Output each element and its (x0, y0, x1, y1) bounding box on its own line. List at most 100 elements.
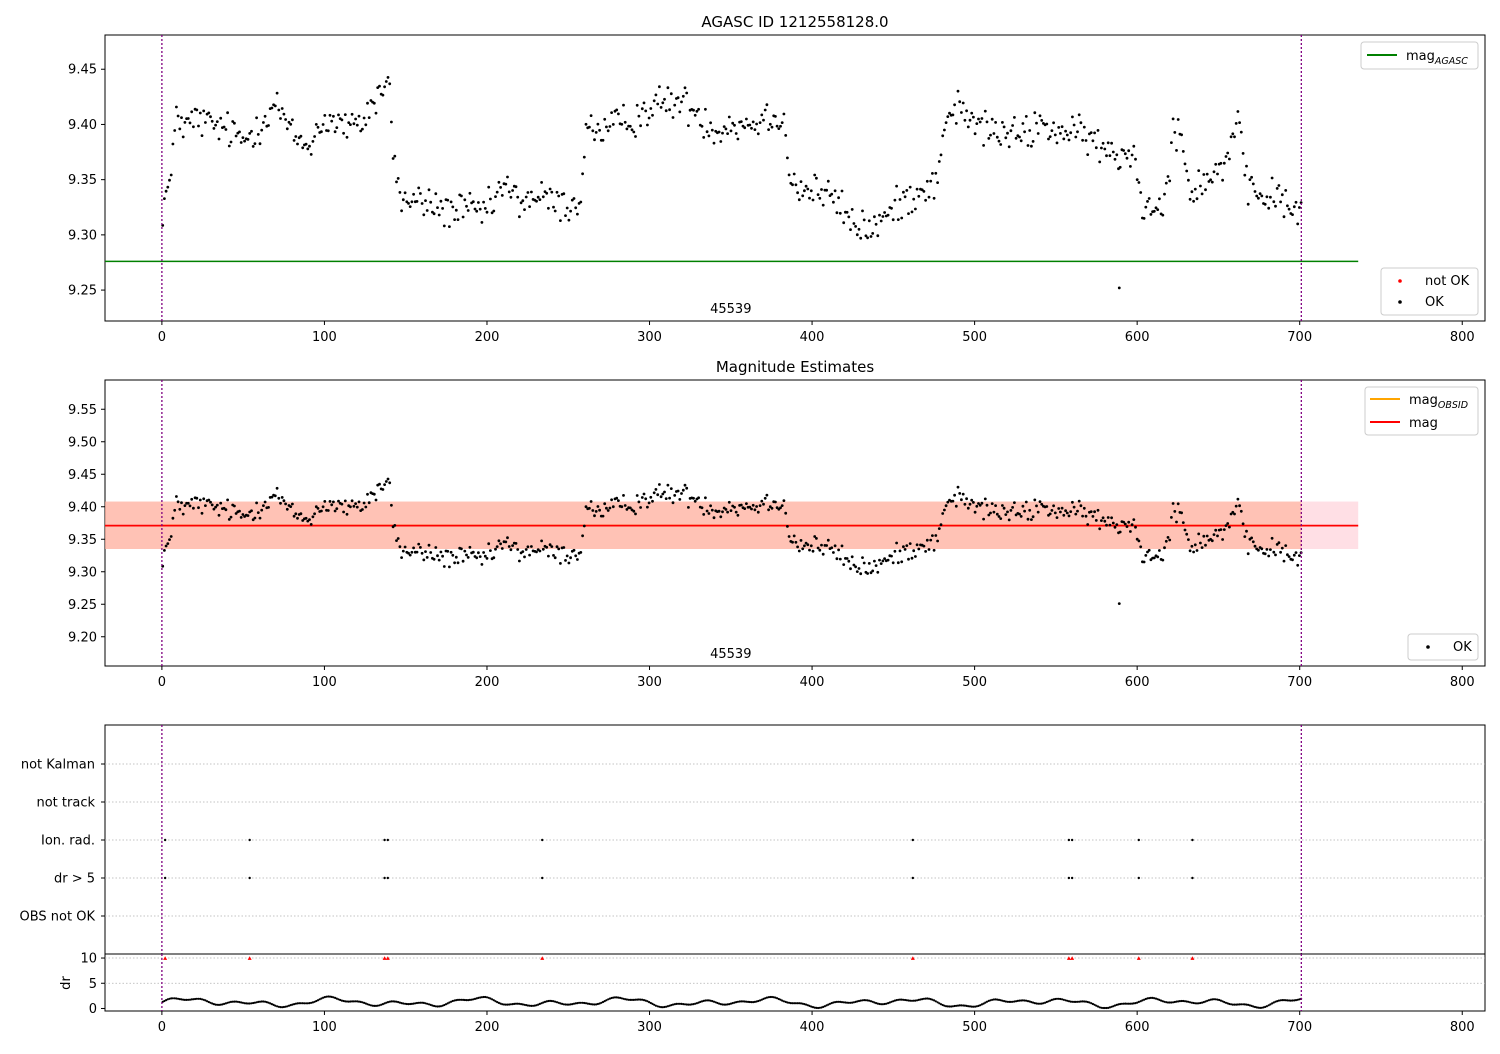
data-point (1057, 507, 1061, 510)
data-point (309, 523, 313, 526)
data-point (1048, 512, 1052, 516)
data-point (943, 508, 946, 512)
data-point (463, 198, 467, 202)
data-point (968, 118, 972, 122)
dr-point (404, 1002, 407, 1005)
dr-point (1020, 999, 1023, 1002)
dr-point (1185, 1000, 1188, 1003)
dr-point (514, 1002, 518, 1005)
data-point (1132, 144, 1136, 148)
data-point (412, 546, 415, 550)
data-point (806, 543, 810, 547)
dr-point (540, 1002, 543, 1005)
data-point (1267, 554, 1271, 558)
legend-ok-label: OK (1425, 295, 1444, 310)
data-point (1091, 139, 1095, 143)
data-point (726, 510, 729, 514)
dr-point (368, 1003, 371, 1006)
panel-agasc-obsid-label: 45539 (710, 302, 751, 317)
data-point (883, 211, 886, 214)
data-point (234, 134, 238, 138)
data-point (1209, 178, 1212, 182)
data-point (1292, 205, 1296, 209)
flag-category-label: not Kalman (21, 758, 95, 773)
data-point (997, 139, 1001, 143)
dr-point (1260, 1006, 1263, 1009)
dr-point (192, 998, 195, 1001)
flag-category-label: not track (36, 796, 95, 811)
dr-point (661, 1006, 664, 1009)
data-point (692, 108, 695, 112)
dr-point (1137, 1000, 1140, 1004)
data-point (808, 548, 811, 552)
panel-dr-frame (104, 953, 1486, 1012)
data-point (813, 173, 817, 177)
data-point (548, 187, 552, 191)
dr-point (472, 998, 475, 1001)
dr-capped-marker (1190, 956, 1195, 960)
data-point (565, 554, 569, 558)
data-point (299, 512, 303, 516)
dr-point (458, 998, 461, 1001)
data-point (301, 519, 305, 522)
data-point (263, 114, 267, 118)
dr-point (1199, 1001, 1202, 1005)
data-point (1108, 154, 1112, 158)
dr-point (361, 1001, 364, 1004)
data-point (197, 506, 200, 510)
dr-point (462, 998, 465, 1002)
data-point (1267, 206, 1271, 210)
data-point (1183, 528, 1187, 532)
data-point (482, 200, 485, 204)
data-point (743, 126, 747, 130)
data-point (547, 554, 550, 558)
dr-point (467, 999, 470, 1002)
data-point (243, 139, 247, 143)
data-point (1265, 548, 1269, 551)
x-tick-label: 300 (637, 330, 662, 345)
dr-point (1177, 1000, 1180, 1003)
data-point (588, 506, 591, 510)
dr-point (1134, 1002, 1137, 1005)
data-point (321, 123, 325, 126)
data-point (1082, 506, 1086, 510)
data-point (702, 136, 706, 139)
data-point (1286, 553, 1289, 557)
data-point (637, 114, 641, 118)
data-point (739, 120, 743, 123)
dr-point (719, 1003, 722, 1006)
dr-point (1195, 1002, 1199, 1005)
data-point (250, 509, 253, 513)
data-point (422, 558, 426, 562)
data-point (975, 504, 979, 508)
data-point (937, 160, 941, 163)
dr-point (714, 1001, 717, 1004)
data-point (664, 109, 668, 113)
dr-point (1113, 1004, 1117, 1007)
dr-point (992, 998, 996, 1001)
data-point (308, 518, 311, 521)
data-point (171, 142, 175, 146)
dr-point (1281, 999, 1284, 1002)
data-point (647, 116, 651, 120)
dr-point (1228, 1002, 1231, 1006)
dr-point (187, 998, 190, 1001)
data-point (1146, 200, 1149, 203)
data-point (492, 209, 496, 213)
panel-magnitude-obsid-label: 45539 (710, 647, 751, 662)
legend-ok-marker (1398, 300, 1402, 304)
dr-point (1277, 999, 1280, 1002)
data-point (1089, 510, 1093, 513)
data-point (915, 187, 919, 191)
data-point (625, 508, 629, 511)
dr-point (170, 997, 173, 1000)
data-point (173, 129, 177, 132)
data-point (1156, 208, 1160, 212)
dr-point (663, 1005, 666, 1009)
data-point (1048, 135, 1052, 139)
data-point (632, 130, 636, 134)
data-point (953, 493, 956, 497)
dr-point (1238, 1003, 1241, 1006)
data-point (1115, 153, 1119, 157)
dr-point (238, 1001, 241, 1004)
